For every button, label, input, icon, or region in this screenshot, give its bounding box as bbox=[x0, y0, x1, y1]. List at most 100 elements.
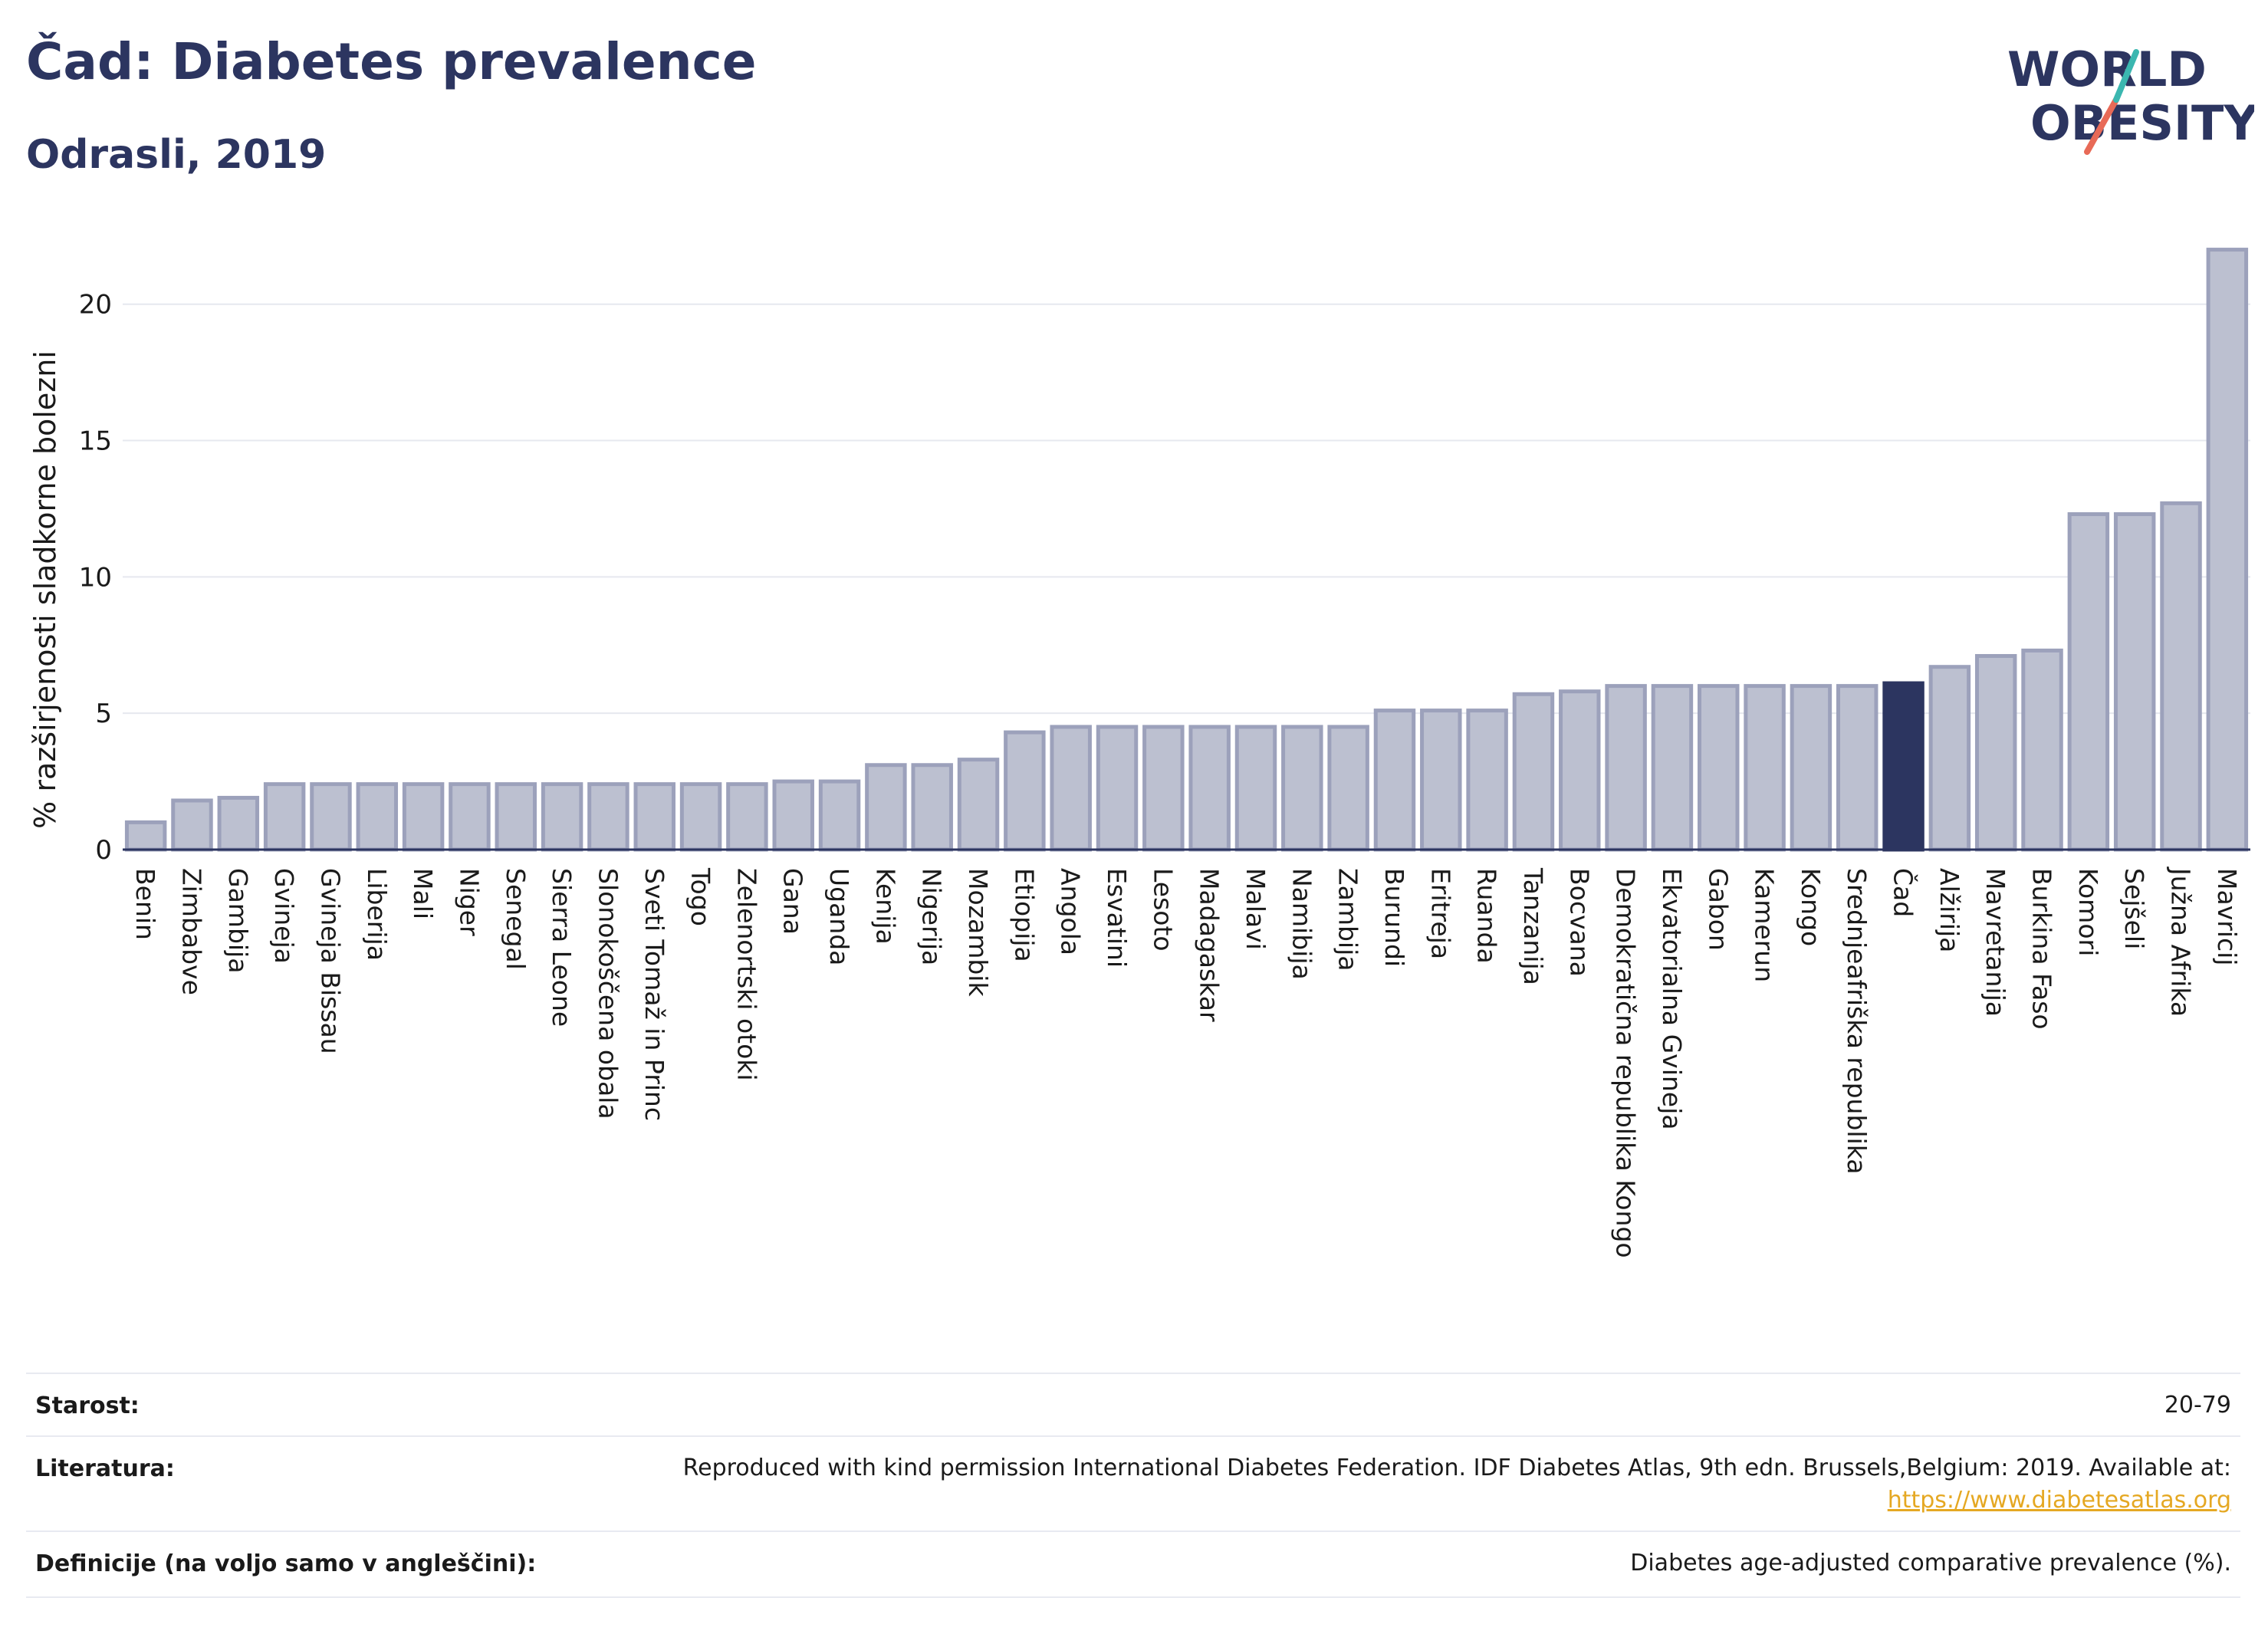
x-tick-label: Etiopija bbox=[1009, 868, 1039, 962]
bar-gambija bbox=[217, 795, 260, 852]
meta-def-value: Diabetes age-adjusted comparative preval… bbox=[1630, 1550, 2231, 1576]
bar-srednjeafriška-republika bbox=[1836, 684, 1878, 852]
bar-burkina-faso bbox=[2021, 648, 2063, 852]
x-tick-label: Gvineja Bissau bbox=[315, 868, 345, 1054]
bar-južna-afrika bbox=[2160, 501, 2202, 852]
bar-etiopija bbox=[1004, 730, 1046, 852]
x-tick-label: Gambija bbox=[223, 868, 253, 973]
x-tick-label: Mali bbox=[408, 868, 438, 919]
bar-burundi bbox=[1373, 709, 1416, 852]
x-tick-label: Sveti Tomaž in Princ bbox=[639, 868, 669, 1121]
x-tick-label: Angola bbox=[1056, 868, 1086, 955]
bar-benin bbox=[124, 820, 167, 852]
world-obesity-logo: WORLD OBESITY bbox=[2007, 41, 2254, 155]
bar-gana bbox=[772, 779, 814, 852]
bar-lesoto bbox=[1142, 725, 1185, 852]
bar-esvatini bbox=[1096, 725, 1139, 852]
diabetes-atlas-link[interactable]: https://www.diabetesatlas.org bbox=[1887, 1487, 2231, 1514]
bar-bocvana bbox=[1559, 689, 1601, 852]
x-tick-label: Eritreja bbox=[1425, 868, 1455, 959]
x-tick-label: Kongo bbox=[1796, 868, 1826, 946]
meta-lit-value: Reproduced with kind permission Internat… bbox=[682, 1455, 2231, 1481]
bar-zimbabve bbox=[171, 798, 213, 852]
x-tick-label: Južna Afrika bbox=[2166, 866, 2196, 1017]
bars bbox=[124, 248, 2249, 852]
x-tick-label: Ruanda bbox=[1472, 868, 1502, 964]
meta-row-age: Starost: 20-79 bbox=[26, 1373, 2240, 1437]
x-tick-label: Čad bbox=[1888, 868, 1919, 917]
bar-gvineja bbox=[263, 782, 306, 852]
bar-madagaskar bbox=[1188, 725, 1231, 852]
x-tick-label: Kenija bbox=[870, 868, 900, 945]
bar-uganda bbox=[818, 779, 861, 852]
bar-kenija bbox=[865, 763, 907, 852]
bar-komori bbox=[2067, 512, 2110, 852]
y-tick-label: 0 bbox=[95, 835, 112, 866]
x-tick-label: Madagaskar bbox=[1195, 868, 1224, 1022]
x-tick-label: Liberija bbox=[362, 868, 392, 961]
x-tick-label: Gana bbox=[778, 868, 808, 935]
x-tick-label: Nigerija bbox=[917, 868, 947, 965]
bar-chart: 0 5 10 15 20 Benin Zimbabve Gambija Gvineja Gvin… bbox=[28, 248, 2250, 1258]
bar-gabon bbox=[1698, 684, 1740, 852]
bar-čad bbox=[1882, 681, 1925, 852]
x-tick-label: Demokratična republika Kongo bbox=[1611, 868, 1641, 1258]
x-tick-label: Togo bbox=[685, 867, 715, 926]
meta-row-literature: Literatura: Reproduced with kind permiss… bbox=[26, 1435, 2240, 1532]
bar-gvineja-bissau bbox=[310, 782, 352, 852]
bar-sierra-leone bbox=[541, 782, 583, 852]
chart-title: Čad: Diabetes prevalence bbox=[26, 32, 757, 91]
x-tick-label: Zimbabve bbox=[176, 868, 206, 995]
y-tick-label: 5 bbox=[95, 699, 112, 729]
x-tick-label: Gvineja bbox=[269, 868, 299, 964]
bar-namibija bbox=[1281, 725, 1323, 852]
chart-subtitle: Odrasli, 2019 bbox=[26, 132, 327, 178]
bar-mozambik bbox=[957, 758, 1000, 852]
x-tick-label: Ekvatorialna Gvineja bbox=[1657, 868, 1687, 1129]
x-tick-label: Gabon bbox=[1703, 868, 1733, 951]
bar-mali bbox=[402, 782, 445, 852]
x-tick-label: Uganda bbox=[824, 868, 854, 965]
bar-slonokoščena-obala bbox=[587, 782, 629, 852]
x-tick-label: Burkina Faso bbox=[2027, 868, 2057, 1030]
x-tick-label: Burundi bbox=[1379, 868, 1409, 967]
bar-liberija bbox=[356, 782, 399, 852]
x-tick-label: Kamerun bbox=[1750, 868, 1780, 982]
bar-togo bbox=[679, 782, 722, 852]
x-tick-label: Alžirija bbox=[1934, 868, 1964, 952]
x-tick-label: Mozambik bbox=[963, 868, 993, 997]
y-axis-ticks: 0 5 10 15 20 bbox=[79, 290, 112, 866]
bar-kongo bbox=[1790, 684, 1832, 852]
x-tick-label: Zelenortski otoki bbox=[731, 868, 761, 1081]
meta-age-value: 20-79 bbox=[2164, 1392, 2231, 1419]
y-axis-label: % razširjenosti sladkorne bolezni bbox=[28, 350, 62, 829]
svg-text:OBESITY: OBESITY bbox=[2030, 95, 2254, 151]
bar-ruanda bbox=[1466, 709, 1508, 852]
y-tick-label: 15 bbox=[79, 426, 112, 457]
x-tick-label: Komori bbox=[2073, 868, 2103, 956]
meta-age-key: Starost: bbox=[35, 1392, 140, 1419]
bar-alžirija bbox=[1928, 665, 1971, 852]
svg-text:WORLD: WORLD bbox=[2007, 41, 2207, 97]
x-tick-label: Lesoto bbox=[1148, 868, 1178, 952]
x-tick-label: Srednjeafriška republika bbox=[1842, 868, 1872, 1174]
meta-lit-key: Literatura: bbox=[35, 1455, 175, 1482]
bar-mavricij bbox=[2206, 248, 2249, 852]
x-tick-label: Slonokoščena obala bbox=[593, 868, 623, 1119]
bar-kamerun bbox=[1744, 684, 1786, 852]
bar-mavretanija bbox=[1974, 653, 2017, 852]
bar-nigerija bbox=[911, 763, 953, 852]
x-tick-label: Sejšeli bbox=[2119, 868, 2149, 949]
x-tick-label: Senegal bbox=[501, 868, 531, 970]
bar-tanzanija bbox=[1512, 692, 1555, 852]
bar-demokratična-republika-kongo bbox=[1605, 684, 1647, 852]
bar-zambija bbox=[1327, 725, 1369, 852]
x-tick-label: Malavi bbox=[1241, 868, 1270, 950]
bar-angola bbox=[1050, 725, 1092, 852]
meta-def-key: Definicije (na voljo samo v angleščini): bbox=[35, 1550, 537, 1577]
y-tick-label: 10 bbox=[79, 562, 112, 593]
x-tick-label: Sierra Leone bbox=[547, 868, 577, 1027]
bar-sejšeli bbox=[2113, 512, 2156, 852]
meta-row-definition: Definicije (na voljo samo v angleščini):… bbox=[26, 1530, 2240, 1598]
bar-ekvatorialna-gvineja bbox=[1651, 684, 1694, 852]
